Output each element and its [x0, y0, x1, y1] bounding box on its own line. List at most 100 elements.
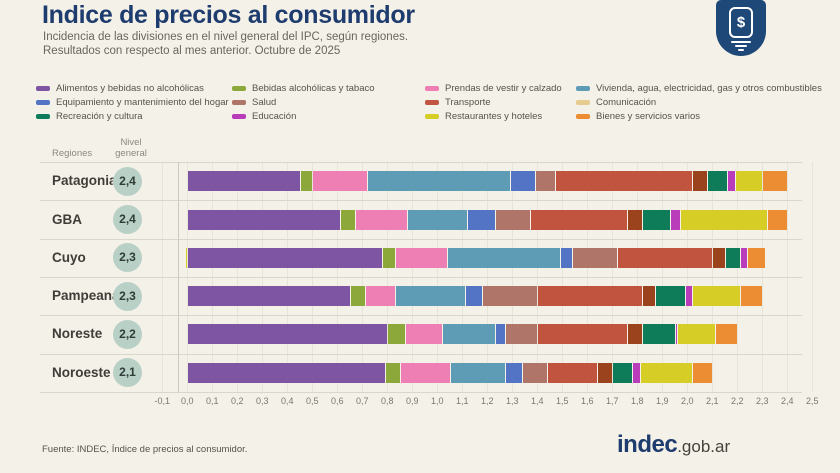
peso-sign-icon: $: [729, 7, 753, 38]
bar-segment: [530, 209, 628, 230]
axis-tick-label: 1,3: [506, 396, 519, 406]
bar-segment: [448, 247, 560, 268]
axis-tick-label: 1,2: [481, 396, 494, 406]
legend-swatch: [576, 85, 590, 91]
axis-tick-label: 0,1: [206, 396, 219, 406]
bar-segment: [548, 362, 598, 383]
bar-segment: [560, 247, 573, 268]
row-separator: [40, 353, 802, 355]
legend-item: Comunicación: [576, 95, 822, 109]
axis-tick-label: 2,0: [681, 396, 694, 406]
region-label: Cuyo: [52, 249, 86, 265]
bar-segment: [693, 362, 713, 383]
bar-segment: [643, 209, 670, 230]
bar-segment: [188, 247, 383, 268]
ripple-line-icon: [738, 49, 744, 51]
bar-segment: [678, 324, 715, 345]
bar-segment: [188, 286, 350, 307]
stacked-bar: [188, 171, 788, 192]
bar-segment: [185, 247, 188, 268]
bar-segment: [535, 171, 555, 192]
axis-tick-label: 2,1: [706, 396, 719, 406]
indec-logo-bold: indec: [617, 431, 678, 458]
legend-label: Educación: [252, 110, 297, 122]
bar-segment: [350, 286, 365, 307]
bar-segment: [633, 362, 640, 383]
row-separator: [40, 162, 802, 163]
bar-segment: [450, 362, 505, 383]
legend-label: Prendas de vestir y calzado: [445, 82, 562, 94]
stacked-bar: [188, 209, 788, 230]
indec-logo-domain: .gob.ar: [677, 437, 731, 456]
row-separator: [40, 276, 802, 278]
axis-tick-label: 2,3: [756, 396, 769, 406]
bar-segment: [740, 247, 748, 268]
bar-segment: [728, 171, 735, 192]
bar-segment: [385, 362, 400, 383]
bar-segment: [655, 286, 685, 307]
ripple-line-icon: [735, 45, 747, 47]
bar-segment: [598, 362, 613, 383]
legend-item: Bebidas alcohólicas y tabaco: [232, 81, 425, 95]
bar-segment: [613, 362, 633, 383]
legend-item: Restaurantes y hoteles: [425, 109, 576, 123]
bar-segment: [300, 171, 313, 192]
axis-tick-label: 1,9: [656, 396, 669, 406]
axis-tick-label: -0,1: [154, 396, 171, 406]
bar-segment: [340, 209, 355, 230]
table-header-regiones: Regiones: [52, 148, 93, 159]
axis-tick-label: 0,6: [331, 396, 344, 406]
bar-segment: [693, 171, 708, 192]
page-title: Indice de precios al consumidor: [42, 1, 415, 29]
nivel-general-badge: 2,2: [113, 319, 142, 349]
legend-label: Bebidas alcohólicas y tabaco: [252, 82, 375, 94]
bar-segment: [368, 171, 510, 192]
axis-tick-label: 1,7: [606, 396, 619, 406]
axis-tick-label: 1,0: [431, 396, 444, 406]
bar-segment: [188, 362, 385, 383]
legend-label: Bienes y servicios varios: [596, 110, 701, 122]
legend-label: Recreación y cultura: [56, 110, 143, 122]
row-separator: [40, 238, 802, 240]
legend-swatch: [576, 113, 590, 119]
bar-segment: [483, 286, 538, 307]
axis-tick-label: 2,5: [806, 396, 819, 406]
bar-segment: [395, 247, 448, 268]
axis-tick-label: 0,5: [306, 396, 319, 406]
legend-label: Restaurantes y hoteles: [445, 110, 543, 122]
legend-item: Recreación y cultura: [36, 109, 232, 123]
legend-swatch: [425, 113, 439, 119]
legend-item: Educación: [232, 109, 425, 123]
bar-segment: [693, 286, 740, 307]
bar-segment: [708, 171, 728, 192]
bar-segment: [643, 324, 675, 345]
legend-swatch: [36, 113, 50, 119]
bar-segment: [768, 209, 788, 230]
bar-segment: [538, 324, 628, 345]
nivel-general-badge: 2,4: [113, 166, 142, 196]
bar-segment: [725, 247, 740, 268]
bar-segment: [510, 171, 535, 192]
legend-swatch: [36, 99, 50, 105]
bar-segment: [355, 209, 408, 230]
bar-segment: [465, 286, 483, 307]
stacked-bar: [188, 324, 738, 345]
legend-item: Salud: [232, 95, 425, 109]
axis-tick-label: 0,8: [381, 396, 394, 406]
stacked-bar: [185, 247, 766, 268]
bar-segment: [538, 286, 643, 307]
axis-tick-label: 0,0: [181, 396, 194, 406]
legend-swatch: [232, 99, 246, 105]
bar-segment: [713, 247, 725, 268]
bar-segment: [670, 209, 680, 230]
nivel-general-badge: 2,3: [113, 243, 142, 273]
stacked-bar: [188, 286, 763, 307]
peso-badge: $: [716, 0, 766, 56]
bar-segment: [188, 209, 340, 230]
bar-segment: [675, 324, 678, 345]
legend-label: Alimentos y bebidas no alcohólicas: [56, 82, 204, 94]
bar-segment: [685, 286, 693, 307]
region-label: GBA: [52, 211, 82, 227]
legend-item: Transporte: [425, 95, 576, 109]
